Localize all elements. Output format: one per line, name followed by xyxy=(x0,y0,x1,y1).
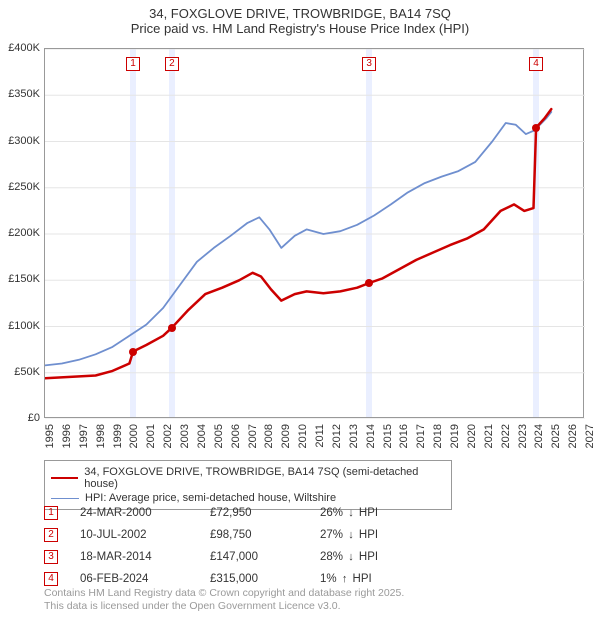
y-tick-label: £350K xyxy=(8,88,40,100)
transaction-delta: 26% ↓ HPI xyxy=(320,507,420,519)
y-tick-label: £150K xyxy=(8,273,40,285)
sale-point-marker xyxy=(168,324,176,332)
x-tick-label: 2012 xyxy=(331,424,343,448)
x-tick-label: 2005 xyxy=(213,424,225,448)
x-tick-label: 2008 xyxy=(263,424,275,448)
x-tick-label: 2016 xyxy=(398,424,410,448)
arrow-down-icon: ↓ xyxy=(346,529,356,541)
x-tick-label: 2026 xyxy=(567,424,579,448)
x-tick-label: 1995 xyxy=(44,424,56,448)
legend-swatch xyxy=(51,477,78,479)
series-lines xyxy=(45,49,585,419)
x-tick-label: 2007 xyxy=(247,424,259,448)
x-tick-label: 2015 xyxy=(382,424,394,448)
x-tick-label: 2000 xyxy=(128,424,140,448)
x-tick-label: 1996 xyxy=(61,424,73,448)
y-tick-label: £100K xyxy=(8,320,40,332)
transaction-row: 2 10-JUL-2002£98,75027% ↓ HPI xyxy=(44,524,420,546)
x-tick-label: 1999 xyxy=(112,424,124,448)
x-tick-label: 2003 xyxy=(179,424,191,448)
x-tick-label: 2019 xyxy=(449,424,461,448)
arrow-up-icon: ↑ xyxy=(340,573,350,585)
title-block: 34, FOXGLOVE DRIVE, TROWBRIDGE, BA14 7SQ… xyxy=(0,0,600,38)
y-tick-label: £300K xyxy=(8,135,40,147)
x-tick-label: 2017 xyxy=(415,424,427,448)
transaction-delta: 27% ↓ HPI xyxy=(320,529,420,541)
title-subtitle: Price paid vs. HM Land Registry's House … xyxy=(10,21,590,36)
x-tick-label: 2009 xyxy=(280,424,292,448)
x-tick-label: 1998 xyxy=(95,424,107,448)
transaction-row: 3 18-MAR-2014£147,00028% ↓ HPI xyxy=(44,546,420,568)
transaction-price: £72,950 xyxy=(210,507,320,519)
transaction-id-box: 4 xyxy=(44,572,58,586)
transaction-date: 24-MAR-2000 xyxy=(80,507,210,519)
x-tick-label: 2022 xyxy=(500,424,512,448)
x-tick-label: 1997 xyxy=(78,424,90,448)
transaction-row: 1 24-MAR-2000£72,95026% ↓ HPI xyxy=(44,502,420,524)
y-axis-labels: £0£50K£100K£150K£200K£250K£300K£350K£400… xyxy=(0,48,42,418)
transaction-price: £98,750 xyxy=(210,529,320,541)
transaction-table: 1 24-MAR-2000£72,95026% ↓ HPI 2 10-JUL-2002… xyxy=(44,502,420,590)
x-axis-labels: 1995 1996 1997 1998 1999 2000 2001 2002 2003 2004… xyxy=(44,420,584,464)
marker-box: 3 xyxy=(362,57,376,71)
x-tick-label: 2025 xyxy=(550,424,562,448)
title-address: 34, FOXGLOVE DRIVE, TROWBRIDGE, BA14 7SQ xyxy=(10,6,590,21)
x-tick-label: 2002 xyxy=(162,424,174,448)
sale-point-marker xyxy=(129,348,137,356)
page-root: 34, FOXGLOVE DRIVE, TROWBRIDGE, BA14 7SQ… xyxy=(0,0,600,620)
x-tick-label: 2018 xyxy=(432,424,444,448)
legend-swatch xyxy=(51,498,79,499)
x-tick-label: 2013 xyxy=(348,424,360,448)
transaction-id-box: 1 xyxy=(44,506,58,520)
y-tick-label: £400K xyxy=(8,42,40,54)
arrow-down-icon: ↓ xyxy=(346,551,356,563)
legend-label: 34, FOXGLOVE DRIVE, TROWBRIDGE, BA14 7SQ… xyxy=(84,466,445,490)
chart-plot-area: 1 2 3 4 xyxy=(44,48,584,418)
x-tick-label: 2010 xyxy=(297,424,309,448)
y-tick-label: £50K xyxy=(14,366,40,378)
marker-box: 4 xyxy=(529,57,543,71)
marker-box: 2 xyxy=(165,57,179,71)
marker-box: 1 xyxy=(126,57,140,71)
arrow-down-icon: ↓ xyxy=(346,507,356,519)
x-tick-label: 2020 xyxy=(466,424,478,448)
series-price_paid xyxy=(45,109,551,378)
transaction-delta: 1% ↑ HPI xyxy=(320,573,420,585)
transaction-price: £315,000 xyxy=(210,573,320,585)
footer-attribution: Contains HM Land Registry data © Crown c… xyxy=(44,587,404,614)
transaction-id-box: 3 xyxy=(44,550,58,564)
y-tick-label: £0 xyxy=(28,412,40,424)
y-tick-label: £200K xyxy=(8,227,40,239)
sale-point-marker xyxy=(365,279,373,287)
footer-line: Contains HM Land Registry data © Crown c… xyxy=(44,587,404,601)
x-tick-label: 2006 xyxy=(230,424,242,448)
x-tick-label: 2014 xyxy=(365,424,377,448)
x-tick-label: 2024 xyxy=(533,424,545,448)
transaction-id-box: 2 xyxy=(44,528,58,542)
transaction-date: 06-FEB-2024 xyxy=(80,573,210,585)
footer-line: This data is licensed under the Open Gov… xyxy=(44,600,404,614)
y-tick-label: £250K xyxy=(8,181,40,193)
legend-item: 34, FOXGLOVE DRIVE, TROWBRIDGE, BA14 7SQ… xyxy=(51,465,445,491)
x-tick-label: 2004 xyxy=(196,424,208,448)
x-tick-label: 2021 xyxy=(483,424,495,448)
x-tick-label: 2027 xyxy=(584,424,596,448)
sale-point-marker xyxy=(532,124,540,132)
x-tick-label: 2023 xyxy=(517,424,529,448)
series-hpi xyxy=(45,112,551,366)
x-tick-label: 2011 xyxy=(314,424,326,448)
transaction-date: 18-MAR-2014 xyxy=(80,551,210,563)
transaction-delta: 28% ↓ HPI xyxy=(320,551,420,563)
transaction-date: 10-JUL-2002 xyxy=(80,529,210,541)
x-tick-label: 2001 xyxy=(145,424,157,448)
transaction-price: £147,000 xyxy=(210,551,320,563)
